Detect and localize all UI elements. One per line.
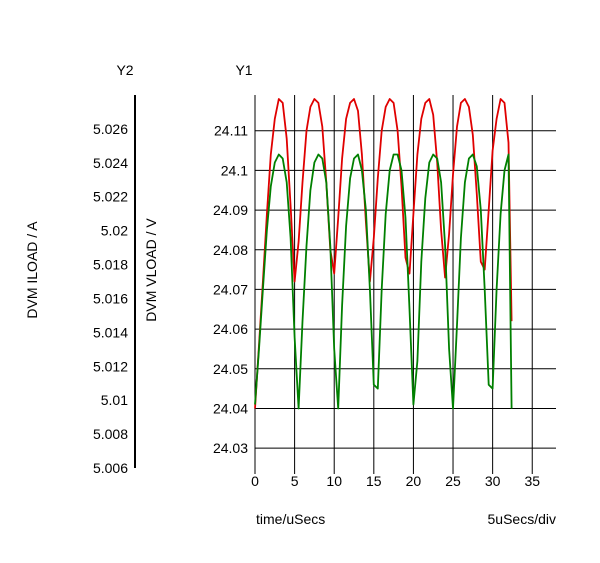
x-tick-label: 10 <box>326 473 342 489</box>
y1-tick-label: 24.05 <box>213 361 248 377</box>
y2-tick-label: 5.026 <box>93 121 128 137</box>
x-axis-label: time/uSecs <box>256 511 325 527</box>
y2-tick-label: 5.02 <box>101 223 128 239</box>
x-tick-label: 35 <box>524 473 540 489</box>
y2-tick-label: 5.022 <box>93 189 128 205</box>
x-tick-label: 30 <box>485 473 501 489</box>
y1-axis-header: Y1 <box>235 62 252 78</box>
y1-tick-label: 24.07 <box>213 281 248 297</box>
y2-tick-label: 5.008 <box>93 426 128 442</box>
y2-tick-label: 5.018 <box>93 257 128 273</box>
y1-tick-labels: 24.11 24.1 24.09 24.08 24.07 24.06 24.05 24.04 2… <box>213 123 248 456</box>
y1-tick-label: 24.09 <box>213 202 248 218</box>
y2-axis-label: DVM ILOAD / A <box>24 221 40 319</box>
x-tick-label: 5 <box>291 473 299 489</box>
x-tick-label: 15 <box>366 473 382 489</box>
grid <box>254 95 556 474</box>
y1-tick-label: 24.11 <box>214 123 248 139</box>
y2-tick-label: 5.016 <box>93 290 128 306</box>
series-group <box>254 98 513 410</box>
y1-tick-label: 24.03 <box>213 440 248 456</box>
y2-axis-header: Y2 <box>116 62 133 78</box>
x-tick-labels: 0 5 10 15 20 25 30 35 <box>251 473 540 489</box>
y1-axis-label: DVM VLOAD / V <box>143 218 159 322</box>
y2-tick-label: 5.014 <box>93 324 128 340</box>
y1-tick-label: 24.1 <box>221 162 248 178</box>
series-line-1 <box>254 98 513 409</box>
y2-tick-label: 5.01 <box>101 392 128 408</box>
series-line-2 <box>254 153 513 410</box>
y1-tick-label: 24.06 <box>213 321 248 337</box>
y2-tick-label: 5.024 <box>93 155 128 171</box>
y2-tick-label: 5.012 <box>93 358 128 374</box>
x-tick-label: 20 <box>406 473 422 489</box>
y2-tick-label: 5.006 <box>93 460 128 476</box>
x-scale-label: 5uSecs/div <box>488 511 556 527</box>
x-tick-label: 25 <box>445 473 461 489</box>
y1-tick-label: 24.04 <box>213 400 248 416</box>
y2-tick-labels: 5.026 5.024 5.022 5.02 5.018 5.016 5.014 5.012 5… <box>93 121 128 476</box>
x-tick-label: 0 <box>251 473 259 489</box>
y1-tick-label: 24.08 <box>213 242 248 258</box>
